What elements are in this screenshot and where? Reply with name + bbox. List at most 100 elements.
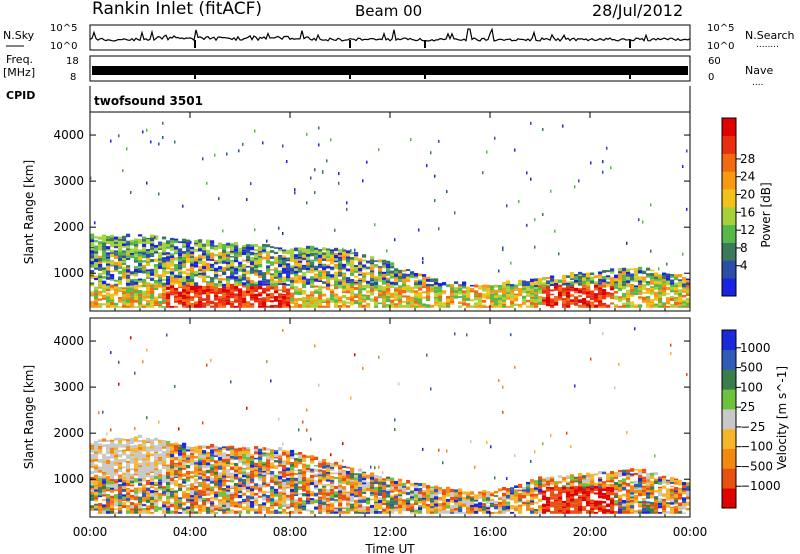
velocity-cell bbox=[602, 495, 607, 499]
power-cell bbox=[134, 272, 139, 274]
power-cell bbox=[254, 264, 259, 269]
velocity-cell bbox=[582, 490, 587, 495]
power-cell bbox=[162, 263, 167, 268]
power-cell bbox=[266, 259, 271, 262]
velocity-cell bbox=[178, 485, 183, 488]
power-cell bbox=[230, 289, 235, 292]
power-cell bbox=[266, 288, 271, 292]
velocity-cell bbox=[642, 506, 647, 509]
velocity-cell bbox=[290, 510, 295, 514]
velocity-cell bbox=[90, 489, 95, 492]
power-cell bbox=[370, 277, 375, 280]
velocity-cell bbox=[438, 499, 443, 502]
power-cell bbox=[250, 259, 255, 262]
velocity-cell bbox=[206, 478, 211, 482]
velocity-speckle bbox=[506, 477, 508, 481]
velocity-cell bbox=[222, 511, 227, 514]
velocity-cell bbox=[630, 499, 635, 503]
velocity-cell bbox=[118, 440, 123, 444]
power-cell bbox=[138, 296, 143, 301]
power-cell bbox=[314, 254, 319, 258]
velocity-cell bbox=[310, 491, 315, 493]
velocity-cell bbox=[458, 500, 463, 505]
power-cell bbox=[198, 274, 203, 277]
velocity-cell bbox=[374, 508, 379, 511]
power-cell bbox=[234, 305, 239, 308]
power-cell bbox=[210, 243, 215, 247]
power-cell bbox=[150, 304, 155, 308]
velocity-cell bbox=[222, 479, 227, 482]
power-cell bbox=[334, 302, 339, 306]
velocity-cell bbox=[142, 492, 147, 495]
power-cell bbox=[90, 233, 95, 237]
velocity-cell bbox=[386, 500, 391, 503]
power-cell bbox=[226, 242, 231, 246]
power-cell bbox=[582, 284, 587, 288]
power-cell bbox=[502, 287, 507, 292]
power-cell bbox=[190, 272, 195, 277]
power-cell bbox=[382, 264, 387, 267]
velocity-cell bbox=[186, 501, 191, 503]
power-cell bbox=[558, 298, 563, 301]
power-cell bbox=[566, 288, 571, 291]
power-cell bbox=[354, 275, 359, 278]
velocity-cell bbox=[226, 508, 231, 511]
power-cell bbox=[154, 238, 159, 240]
velocity-cell bbox=[238, 455, 243, 459]
power-cell bbox=[158, 264, 163, 266]
velocity-cell bbox=[406, 499, 411, 503]
power-cell bbox=[382, 271, 387, 274]
power-cell bbox=[614, 295, 619, 298]
velocity-cell bbox=[206, 510, 211, 513]
power-cell bbox=[430, 286, 435, 289]
velocity-cell bbox=[334, 507, 339, 510]
velocity-cell bbox=[294, 505, 299, 509]
power-speckle bbox=[94, 221, 96, 225]
power-cell bbox=[114, 302, 119, 306]
power-cell bbox=[378, 259, 383, 262]
velocity-cell bbox=[250, 493, 255, 497]
velocity-cell bbox=[310, 474, 315, 479]
velocity-cell bbox=[542, 490, 547, 493]
velocity-cell bbox=[178, 455, 183, 460]
velocity-cell bbox=[314, 473, 319, 476]
velocity-cell bbox=[614, 503, 619, 506]
velocity-cell bbox=[202, 478, 207, 481]
power-cell bbox=[394, 268, 399, 272]
velocity-cell bbox=[638, 492, 643, 497]
velocity-cell bbox=[286, 450, 291, 455]
velocity-cell bbox=[198, 474, 203, 477]
velocity-cell bbox=[562, 485, 567, 487]
velocity-cell bbox=[106, 504, 111, 508]
power-cell bbox=[142, 236, 147, 239]
power-cell bbox=[90, 276, 95, 279]
velocity-cell bbox=[90, 508, 95, 511]
power-cell bbox=[306, 304, 311, 308]
power-cell bbox=[226, 245, 231, 249]
velocity-cell bbox=[130, 453, 135, 457]
velocity-cell bbox=[126, 472, 131, 474]
velocity-cell bbox=[358, 504, 363, 508]
velocity-cell bbox=[118, 509, 123, 512]
power-cell bbox=[582, 287, 587, 291]
power-cell bbox=[234, 271, 239, 275]
velocity-cell bbox=[130, 484, 135, 487]
velocity-cell bbox=[342, 486, 347, 490]
power-cell bbox=[646, 275, 651, 278]
power-cell bbox=[622, 294, 627, 298]
velocity-cell bbox=[134, 505, 139, 509]
power-cell bbox=[662, 275, 667, 280]
velocity-cell bbox=[190, 461, 195, 466]
power-cell bbox=[490, 305, 495, 308]
power-cell bbox=[182, 256, 187, 260]
power-cell bbox=[362, 259, 367, 262]
power-cell bbox=[426, 286, 431, 290]
velocity-cell bbox=[218, 475, 223, 478]
velocity-cell bbox=[606, 491, 611, 495]
velocity-cell bbox=[434, 499, 439, 504]
velocity-speckle bbox=[654, 454, 656, 458]
power-cell bbox=[314, 275, 319, 279]
power-cell bbox=[142, 246, 147, 249]
velocity-cell bbox=[166, 488, 171, 493]
power-cell bbox=[202, 275, 207, 280]
